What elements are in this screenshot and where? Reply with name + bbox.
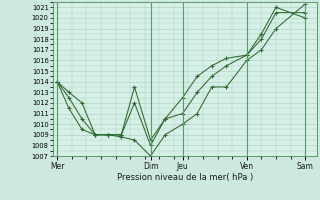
X-axis label: Pression niveau de la mer( hPa ): Pression niveau de la mer( hPa ) — [117, 173, 253, 182]
